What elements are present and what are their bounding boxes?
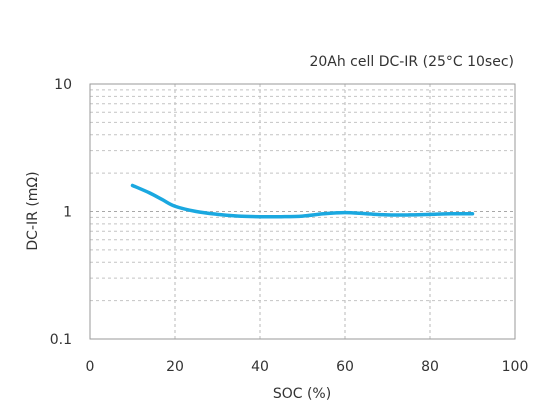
x-tick-label-5: 100 [502,359,529,375]
dc-ir-series-line [130,183,475,219]
y-tick-label-1: 1 [63,205,72,221]
x-axis-title: SOC (%) [273,386,331,402]
y-tick-label-2: 10 [54,77,72,93]
plot-area-frame [89,83,516,340]
x-tick-label-3: 60 [336,359,354,375]
y-tick-labels: 0.1 1 10 [50,77,72,348]
y-tick-label-0: 0.1 [50,332,72,348]
chart-title: 20Ah cell DC-IR (25°C 10sec) [309,54,514,70]
x-tick-label-1: 20 [166,359,184,375]
x-tick-label-0: 0 [86,359,95,375]
y-axis-title: DC-IR (mΩ) [25,171,41,250]
grid [90,84,515,339]
x-tick-label-4: 80 [421,359,439,375]
x-tick-labels: 0 20 40 60 80 100 [86,359,529,375]
x-tick-label-2: 40 [251,359,269,375]
